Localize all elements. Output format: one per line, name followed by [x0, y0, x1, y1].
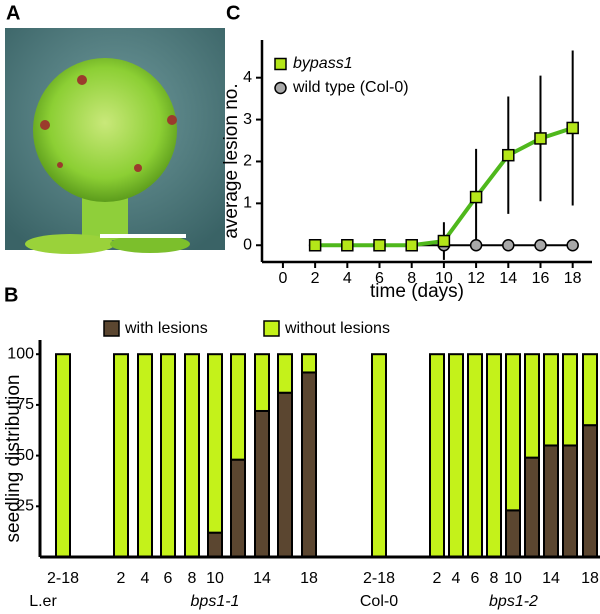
- x-tick-label: 2: [433, 570, 442, 587]
- bar-segment: [524, 456, 540, 558]
- marker: [502, 238, 515, 252]
- y-tick-label: 0: [243, 236, 252, 253]
- y-tick-label: 3: [243, 111, 252, 128]
- bar-segment: [505, 509, 521, 558]
- y-axis-label: average lesion no.: [221, 83, 242, 238]
- x-tick-label: 12: [467, 270, 485, 287]
- bar-segment: [505, 353, 521, 512]
- x-tick-label: 16: [532, 270, 550, 287]
- legend-swatch: [103, 320, 120, 337]
- x-tick-label: 14: [253, 570, 271, 587]
- panel-label: C: [226, 2, 240, 24]
- bar-segment: [582, 353, 598, 427]
- marker: [469, 190, 483, 204]
- y-tick-label: 25: [16, 498, 34, 515]
- bar-segment: [301, 353, 317, 374]
- panel-label: A: [6, 2, 20, 24]
- legend-label: wild type (Col-0): [292, 79, 409, 96]
- y-tick-label: 50: [16, 447, 34, 464]
- y-tick-label: 2: [243, 153, 252, 170]
- x-tick-label: 8: [188, 570, 197, 587]
- x-tick-label: 10: [206, 570, 224, 587]
- bar-segment: [113, 353, 129, 558]
- marker: [566, 121, 579, 135]
- marker: [308, 238, 322, 252]
- group-label: bps1-2: [489, 593, 538, 610]
- y-tick-label: 100: [7, 345, 34, 362]
- bar-segment: [448, 353, 464, 558]
- x-tick-label: 2: [117, 570, 126, 587]
- bar-segment: [467, 353, 483, 558]
- bar-segment: [562, 353, 578, 447]
- x-tick-label: 6: [164, 570, 173, 587]
- marker: [534, 238, 547, 252]
- bar-segment: [207, 531, 223, 559]
- bar-segment: [582, 424, 598, 559]
- bar-segment: [55, 353, 71, 558]
- y-tick-label: 4: [243, 69, 252, 86]
- photo: [5, 28, 225, 254]
- bar-segment: [429, 353, 445, 558]
- bar-segment: [301, 371, 317, 559]
- y-tick-label: 1: [243, 195, 252, 212]
- x-tick-label: 2-18: [363, 570, 395, 587]
- bar-segment: [371, 353, 387, 558]
- bar-segment: [230, 353, 246, 461]
- x-tick-label: 18: [300, 570, 318, 587]
- x-tick-label: 0: [278, 270, 287, 287]
- x-tick-label: 8: [490, 570, 499, 587]
- x-tick-label: 18: [564, 270, 582, 287]
- bar-segment: [543, 444, 559, 558]
- x-tick-label: 8: [407, 270, 416, 287]
- bar-segment: [160, 353, 176, 558]
- group-label: bps1-1: [191, 593, 240, 610]
- legend-marker: [274, 57, 287, 71]
- y-axis-label: seedling distribution: [3, 375, 24, 543]
- x-tick-label: 4: [452, 570, 461, 587]
- x-tick-label: 4: [343, 270, 352, 287]
- x-tick-label: 18: [581, 570, 599, 587]
- bar-segment: [230, 458, 246, 558]
- bar-segment: [543, 353, 559, 447]
- marker: [341, 238, 354, 252]
- bar-segment: [277, 391, 293, 558]
- group-label: L.er: [29, 593, 57, 610]
- bar-segment: [137, 353, 153, 558]
- bar-segment: [254, 409, 270, 559]
- bar-segment: [524, 353, 540, 459]
- y-tick-label: 75: [16, 396, 34, 413]
- marker: [502, 148, 515, 162]
- marker: [534, 132, 547, 145]
- legend-swatch: [263, 320, 280, 337]
- x-tick-label: 6: [375, 270, 384, 287]
- legend-label: without lesions: [284, 320, 390, 337]
- bar-segment: [277, 353, 293, 394]
- bar-segment: [254, 353, 270, 412]
- group-label: Col-0: [360, 593, 398, 610]
- x-tick-label: 10: [504, 570, 522, 587]
- legend-label: bypass1: [293, 55, 353, 72]
- marker: [405, 238, 418, 252]
- x-tick-label: 14: [499, 270, 517, 287]
- x-tick-label: 14: [542, 570, 560, 587]
- x-tick-label: 2: [311, 270, 320, 287]
- x-axis-label: time (days): [370, 281, 464, 302]
- bar-segment: [184, 353, 200, 558]
- legend-label: with lesions: [124, 320, 208, 337]
- bar-segment: [486, 353, 502, 558]
- panel-label: B: [4, 284, 18, 306]
- marker: [373, 238, 386, 252]
- marker: [437, 234, 451, 248]
- x-tick-label: 6: [471, 570, 480, 587]
- bar-segment: [207, 353, 223, 534]
- x-tick-label: 10: [435, 270, 453, 287]
- legend-marker: [274, 81, 287, 95]
- bar-segment: [562, 444, 578, 558]
- x-tick-label: 2-18: [47, 570, 79, 587]
- marker: [566, 238, 579, 252]
- marker: [469, 238, 483, 252]
- x-tick-label: 4: [141, 570, 150, 587]
